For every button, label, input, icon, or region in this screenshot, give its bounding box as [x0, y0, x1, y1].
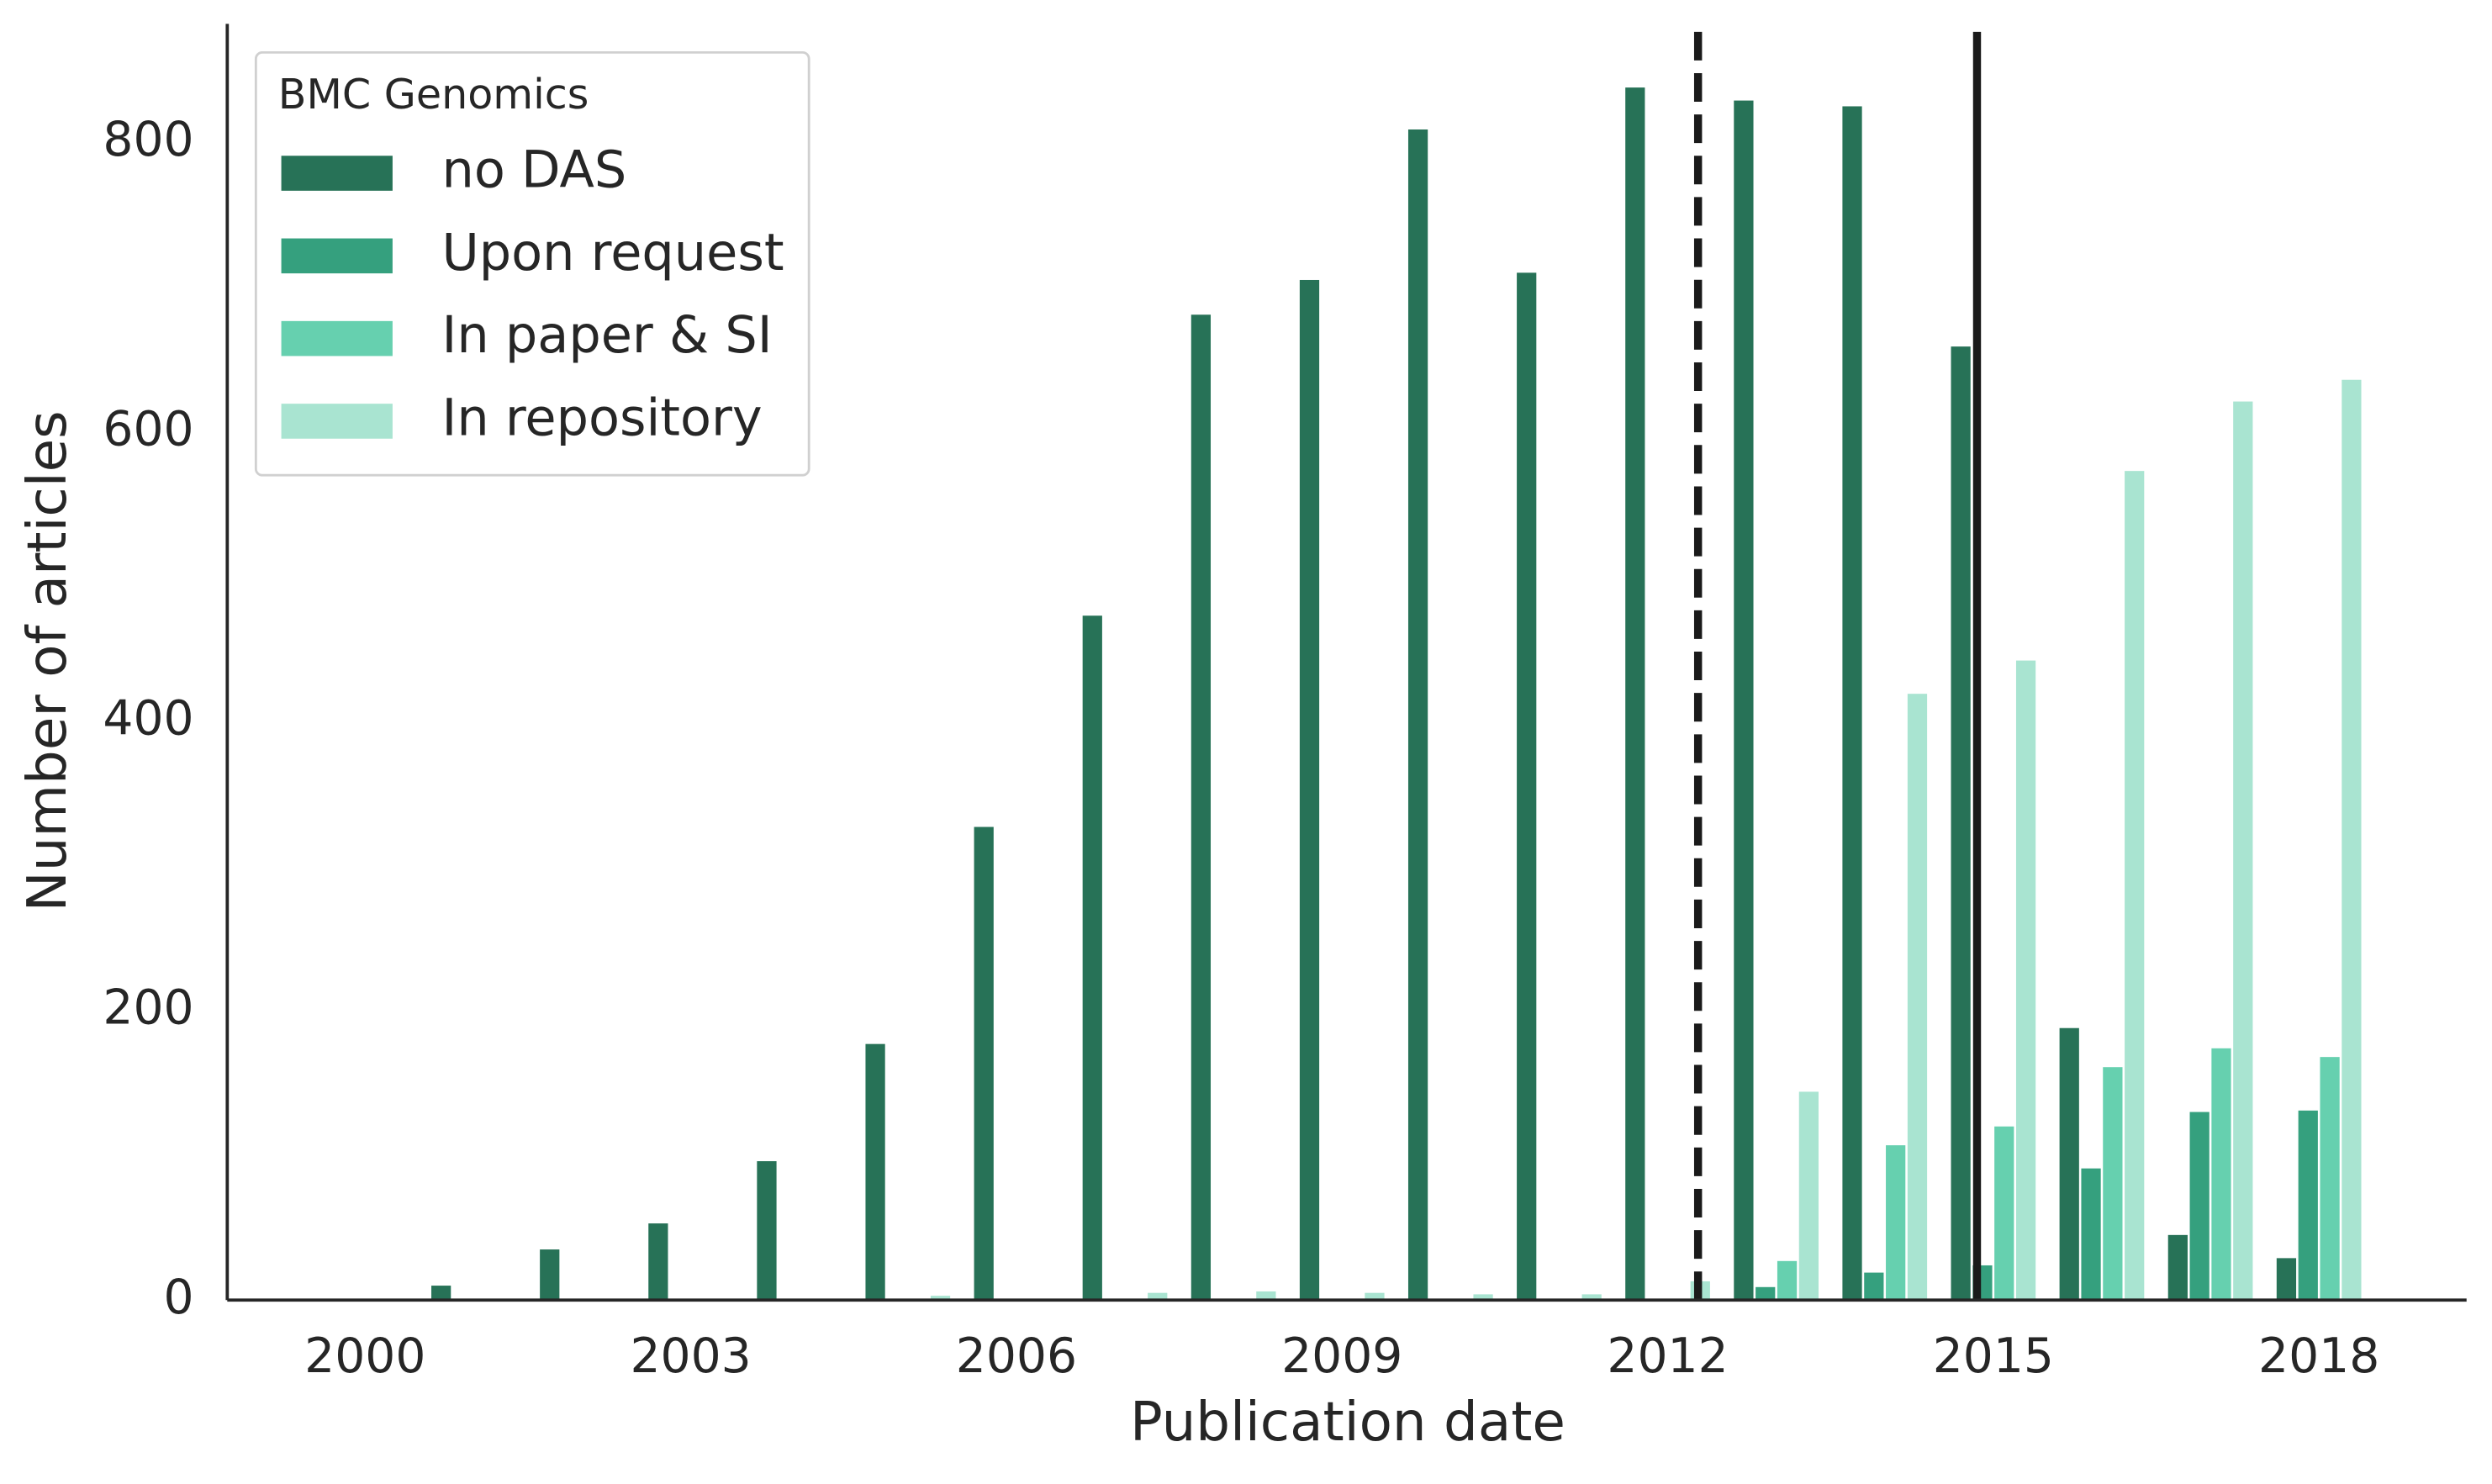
legend-swatch [281, 156, 393, 191]
bar [2081, 1168, 2101, 1301]
bar [974, 826, 994, 1301]
legend-box [254, 50, 810, 477]
legend-swatch [281, 238, 393, 274]
bar [1994, 1126, 2014, 1301]
y-tick-label: 800 [103, 112, 193, 167]
bar [1473, 1294, 1493, 1301]
bar [2059, 1027, 2079, 1301]
bar [930, 1296, 951, 1301]
bar [1798, 1091, 1819, 1301]
y-tick-label: 600 [103, 401, 193, 457]
bar [1365, 1292, 1385, 1301]
bar [757, 1161, 777, 1301]
x-tick-label: 2015 [1933, 1328, 2054, 1384]
y-tick-label: 200 [103, 980, 193, 1036]
bar [1951, 346, 1971, 1301]
bar [1407, 129, 1428, 1301]
legend: BMC Genomics no DAS Upon request In paper &… [254, 50, 810, 477]
bar [2189, 1112, 2210, 1301]
bar [1256, 1291, 1276, 1301]
legend-swatch [281, 404, 393, 439]
bar [2167, 1234, 2188, 1301]
bar [1299, 279, 1320, 1301]
bar [1082, 615, 1102, 1301]
bar [1907, 694, 1928, 1301]
legend-title: BMC Genomics [278, 70, 589, 119]
bar [1734, 100, 1754, 1301]
x-tick-label: 2009 [1281, 1328, 1402, 1384]
x-tick-label: 2000 [304, 1328, 425, 1384]
bar [1842, 106, 1862, 1301]
bar [1625, 87, 1645, 1301]
bar [2320, 1057, 2340, 1301]
bar [2103, 1067, 2123, 1301]
x-tick-label: 2006 [956, 1328, 1077, 1384]
bar [1864, 1272, 1884, 1301]
legend-label: no DAS [442, 141, 627, 200]
bar [1191, 314, 1212, 1301]
bar [1581, 1294, 1602, 1301]
legend-label: Upon request [442, 224, 784, 283]
bar [1148, 1292, 1168, 1301]
bar [648, 1223, 668, 1301]
x-tick-label: 2018 [2258, 1328, 2379, 1384]
bar [2233, 401, 2253, 1301]
bar [431, 1286, 451, 1301]
bar [2298, 1110, 2318, 1301]
y-tick-label: 400 [103, 691, 193, 747]
x-axis-label: Publication date [1130, 1391, 1565, 1454]
bar [2211, 1048, 2231, 1301]
bar [1517, 272, 1537, 1301]
bar [1777, 1260, 1798, 1301]
bar [2276, 1258, 2297, 1301]
bar [2015, 660, 2036, 1301]
legend-label: In repository [442, 389, 763, 448]
bar [865, 1043, 885, 1301]
legend-label: In paper & SI [442, 306, 773, 365]
bar [1886, 1145, 1906, 1301]
bar [1755, 1286, 1776, 1301]
bar [540, 1249, 560, 1301]
legend-swatch [281, 320, 393, 356]
x-tick-label: 2003 [630, 1328, 751, 1384]
y-tick-label: 0 [164, 1270, 194, 1325]
bar [2342, 379, 2362, 1301]
bar [2125, 471, 2145, 1301]
y-axis-label: Number of articles [16, 410, 79, 911]
x-tick-label: 2012 [1607, 1328, 1728, 1384]
